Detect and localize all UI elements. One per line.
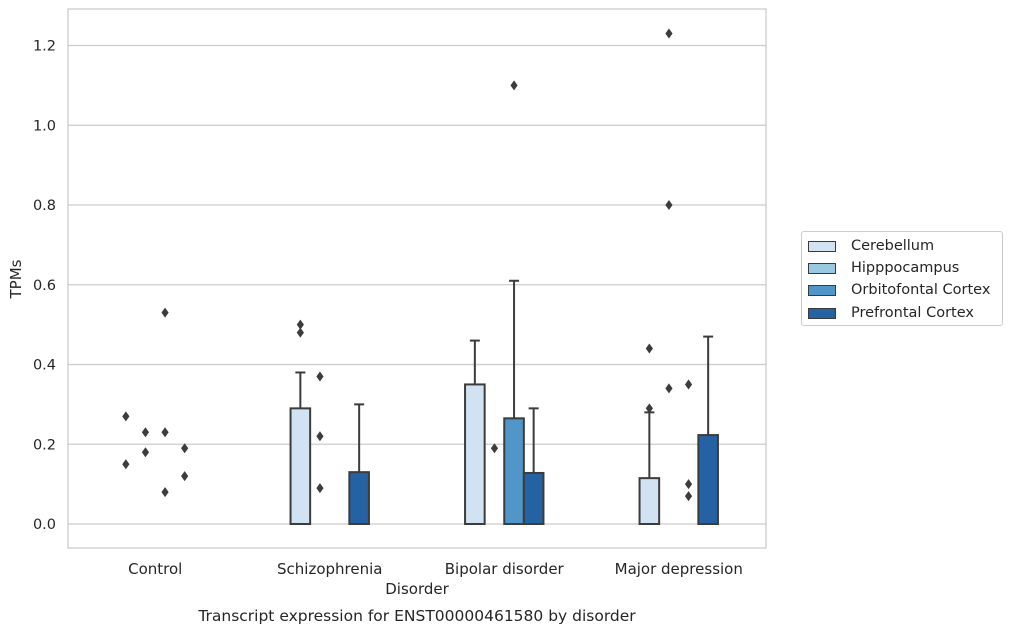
outlier-point (510, 80, 518, 91)
legend-item-cerebellum: Cerebellum (808, 236, 934, 256)
x-tick-label: Control (128, 560, 182, 578)
outlier-point (665, 28, 673, 39)
legend-swatch-orbitofrontal (808, 284, 836, 296)
outlier-point (122, 459, 130, 470)
outlier-point (684, 491, 693, 502)
y-tick-label: 0.6 (33, 278, 56, 294)
outlier-point (181, 443, 189, 454)
outlier-point (161, 487, 169, 498)
outlier-point (296, 319, 304, 330)
y-tick-label: 0.2 (33, 437, 56, 453)
outlier-point (141, 427, 150, 438)
x-tick-label: Schizophrenia (277, 560, 382, 578)
y-tick-label: 1.2 (33, 39, 56, 55)
plot-frame (67, 8, 767, 549)
legend-label-orbitofrontal: Orbitofontal Cortex (851, 282, 991, 298)
bars (289, 383, 719, 526)
x-tick-label: Bipolar disorder (445, 560, 565, 578)
bar (638, 477, 661, 525)
x-tick-labels: Control Schizophrenia Bipolar disorder Majo… (128, 560, 743, 578)
y-tick-label: 0.4 (33, 358, 56, 374)
bar (522, 471, 545, 525)
legend-label-hippocampus: Hipppocampus (851, 260, 960, 276)
outlier-point (645, 343, 653, 354)
legend-item-hippocampus: Hipppocampus (808, 258, 959, 278)
y-tick-label: 0.8 (33, 198, 56, 214)
outlier-points (122, 28, 693, 502)
bar (697, 434, 719, 525)
bar (503, 417, 525, 525)
outlier-point (141, 447, 150, 458)
bar (464, 383, 486, 525)
outlier-point (122, 411, 130, 422)
outlier-point (316, 431, 324, 442)
outlier-point (645, 403, 653, 414)
y-axis-label: TPMs (7, 259, 25, 299)
y-tick-label: 1.0 (33, 118, 56, 134)
legend-swatch-prefrontal (808, 307, 836, 319)
legend: Cerebellum Hipppocampus Orbitofontal Cor… (801, 231, 1003, 326)
bar (348, 471, 370, 526)
figure-caption: Transcript expression for ENST0000046158… (198, 607, 636, 625)
outlier-point (684, 379, 693, 390)
legend-swatch-cerebellum (808, 240, 836, 252)
outlier-point (665, 383, 673, 394)
outlier-point (316, 371, 324, 382)
error-bars (295, 279, 714, 479)
outlier-point (490, 443, 499, 454)
x-axis-label: Disorder (385, 580, 449, 598)
outlier-point (665, 200, 673, 210)
outlier-point (684, 479, 693, 490)
gridlines (68, 44, 766, 525)
y-tick-label: 0.0 (33, 517, 56, 533)
legend-item-orbitofrontal: Orbitofontal Cortex (808, 280, 990, 300)
legend-item-prefrontal: Prefrontal Cortex (808, 303, 974, 323)
outlier-point (316, 483, 324, 494)
outlier-point (296, 327, 304, 338)
outlier-point (161, 307, 169, 318)
legend-swatch-hippocampus (808, 262, 836, 274)
outlier-point (181, 471, 189, 482)
x-tick-label: Major depression (615, 560, 743, 578)
legend-label-prefrontal: Prefrontal Cortex (851, 305, 974, 321)
bar (289, 407, 312, 525)
legend-label-cerebellum: Cerebellum (851, 238, 935, 254)
y-tick-labels: 0.0 0.2 0.4 0.6 0.8 1.0 1.2 (33, 39, 56, 534)
outlier-point (161, 427, 169, 438)
